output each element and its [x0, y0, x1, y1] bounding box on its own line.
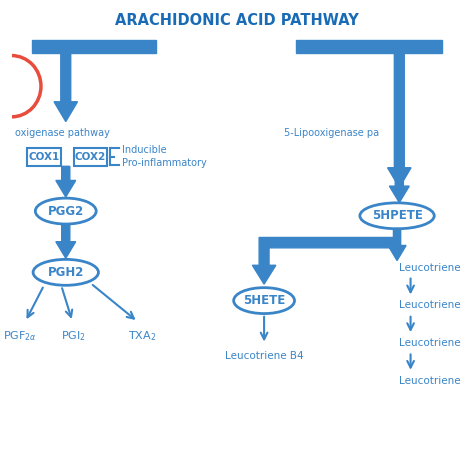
- Text: Leucotriene: Leucotriene: [399, 376, 461, 386]
- Text: PGF$_{2\alpha}$: PGF$_{2\alpha}$: [3, 329, 36, 343]
- Text: Leucotriene: Leucotriene: [399, 263, 461, 273]
- Text: Leucotriene B4: Leucotriene B4: [225, 351, 303, 361]
- Polygon shape: [54, 53, 77, 121]
- Polygon shape: [390, 59, 409, 202]
- Text: PGH2: PGH2: [47, 266, 84, 279]
- Text: PGG2: PGG2: [47, 205, 84, 218]
- Text: COX1: COX1: [28, 152, 60, 162]
- Bar: [296, 39, 442, 53]
- Text: Inducible
Pro-inflammatory: Inducible Pro-inflammatory: [122, 146, 207, 168]
- Polygon shape: [56, 224, 76, 258]
- Text: COX2: COX2: [75, 152, 106, 162]
- Text: Leucotriene: Leucotriene: [399, 301, 461, 310]
- Text: 5-Lipooxigenase pa: 5-Lipooxigenase pa: [284, 128, 380, 138]
- Text: Leucotriene: Leucotriene: [399, 338, 461, 348]
- Polygon shape: [56, 166, 76, 197]
- Text: ARACHIDONIC ACID PATHWAY: ARACHIDONIC ACID PATHWAY: [115, 13, 359, 28]
- Polygon shape: [252, 237, 397, 284]
- Polygon shape: [388, 53, 411, 188]
- Bar: [32, 39, 156, 53]
- Text: 5HETE: 5HETE: [243, 294, 285, 307]
- Text: oxigenase pathway: oxigenase pathway: [15, 128, 110, 138]
- Text: PGI$_2$: PGI$_2$: [62, 329, 86, 343]
- Text: 5HPETE: 5HPETE: [372, 210, 422, 222]
- Text: TXA$_2$: TXA$_2$: [128, 329, 156, 343]
- FancyBboxPatch shape: [27, 148, 61, 166]
- Polygon shape: [388, 228, 406, 261]
- FancyBboxPatch shape: [73, 148, 108, 166]
